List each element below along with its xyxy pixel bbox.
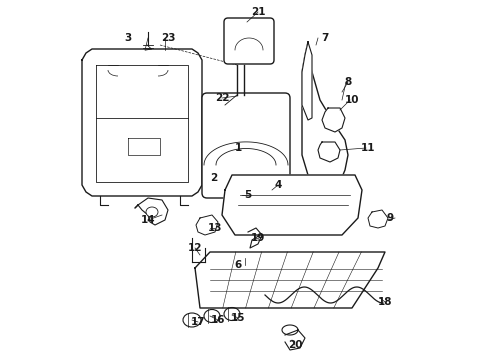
Text: 19: 19	[251, 233, 265, 243]
Text: 21: 21	[251, 7, 265, 17]
Text: 8: 8	[344, 77, 352, 87]
Text: 3: 3	[124, 33, 132, 43]
Polygon shape	[318, 142, 340, 162]
Text: 1: 1	[234, 143, 242, 153]
Polygon shape	[368, 210, 388, 228]
Text: 14: 14	[141, 215, 155, 225]
Polygon shape	[82, 49, 202, 196]
FancyBboxPatch shape	[202, 93, 290, 198]
Polygon shape	[135, 198, 168, 225]
Text: 15: 15	[231, 313, 245, 323]
Ellipse shape	[146, 207, 158, 217]
Text: 18: 18	[378, 297, 392, 307]
Text: 6: 6	[234, 260, 242, 270]
Ellipse shape	[183, 313, 201, 327]
Text: 13: 13	[208, 223, 222, 233]
Text: 5: 5	[245, 190, 252, 200]
Text: 2: 2	[210, 173, 218, 183]
Text: 11: 11	[361, 143, 375, 153]
Text: 22: 22	[215, 93, 229, 103]
Text: 12: 12	[188, 243, 202, 253]
Polygon shape	[302, 42, 348, 185]
Polygon shape	[196, 215, 218, 235]
Ellipse shape	[224, 307, 240, 320]
Text: 23: 23	[161, 33, 175, 43]
Text: 10: 10	[345, 95, 359, 105]
Text: 16: 16	[211, 315, 225, 325]
Ellipse shape	[204, 310, 220, 323]
Text: 9: 9	[387, 213, 393, 223]
Polygon shape	[222, 175, 362, 235]
Text: 4: 4	[274, 180, 282, 190]
Text: 17: 17	[191, 317, 205, 327]
Polygon shape	[195, 252, 385, 308]
Text: 20: 20	[288, 340, 302, 350]
Polygon shape	[302, 42, 312, 120]
Text: 7: 7	[321, 33, 329, 43]
FancyBboxPatch shape	[224, 18, 274, 64]
Polygon shape	[322, 108, 345, 132]
